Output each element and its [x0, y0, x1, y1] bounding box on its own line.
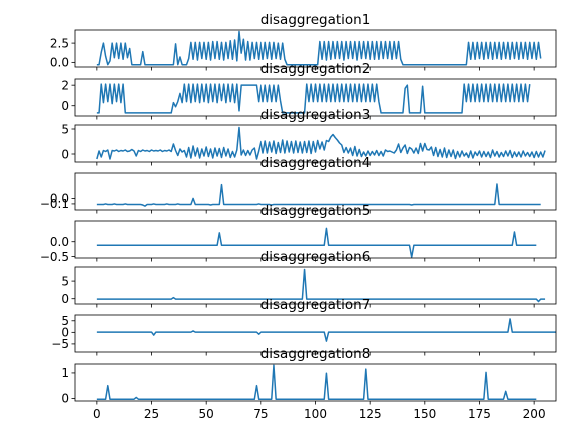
- y-tick-label: 0.0: [50, 235, 69, 249]
- subplot-4: 0.0−0.1 disaggregation4: [40, 155, 557, 214]
- y-tick-label: 0: [61, 99, 69, 113]
- y-tick-label: 1: [61, 366, 69, 380]
- x-tick-label: 25: [144, 407, 159, 421]
- subplot-title: disaggregation1: [261, 12, 371, 28]
- y-tick-label: 0: [61, 326, 69, 340]
- series-line-1: [96, 30, 542, 66]
- x-tick-label: 100: [304, 407, 327, 421]
- y-tick-label: 2: [61, 78, 69, 92]
- x-tick-label: 175: [468, 407, 491, 421]
- series-line-3: [96, 126, 546, 160]
- series-line-4: [96, 183, 541, 207]
- series-line-8: [96, 364, 537, 400]
- y-tick-label: 0: [61, 147, 69, 161]
- y-tick-label: 0.0: [50, 192, 69, 206]
- series-line-5: [96, 227, 537, 258]
- series-line-6: [96, 268, 546, 303]
- subplot-5: 0.0−0.5 disaggregation5: [40, 203, 557, 264]
- x-tick-label: 200: [523, 407, 546, 421]
- y-tick-label: 0.0: [50, 56, 69, 70]
- subplot-7: 50−5 disaggregation7: [51, 297, 557, 356]
- subplot-title: disaggregation4: [261, 155, 371, 171]
- subplot-6: 0 5 disaggregation6: [61, 249, 557, 308]
- subplot-3: 0 5 disaggregation3: [61, 107, 557, 166]
- y-tick-label: 5: [61, 122, 69, 136]
- series-line-7: [96, 318, 556, 342]
- x-tick-label: 150: [413, 407, 436, 421]
- subplot-title: disaggregation2: [261, 61, 371, 77]
- y-tick-label: 5: [61, 274, 69, 288]
- subplot-title: disaggregation6: [261, 249, 371, 265]
- y-tick-label: −0.1: [40, 197, 69, 211]
- x-tick-label: 0: [93, 407, 101, 421]
- y-tick-label: 0: [61, 292, 69, 306]
- y-tick-label: 0: [61, 392, 69, 406]
- y-tick-label: 2.5: [50, 36, 69, 50]
- subplot-title: disaggregation5: [261, 203, 371, 219]
- subplot-title: disaggregation3: [261, 107, 371, 123]
- subplot-1: 0.0 2.5 disaggregation1: [50, 12, 557, 71]
- series-line-2: [96, 83, 531, 114]
- subplot-8: 0 1 disaggregation8 0 25 50 75 100 125 150 175 200: [61, 346, 557, 421]
- subplot-title: disaggregation7: [261, 297, 371, 313]
- subplot-title: disaggregation8: [261, 346, 371, 362]
- y-tick-label: −5: [51, 337, 69, 351]
- y-tick-label: 5: [61, 314, 69, 328]
- x-tick-label: 125: [359, 407, 382, 421]
- x-tick-label: 50: [199, 407, 214, 421]
- subplot-2: 0 2 disaggregation2: [61, 61, 557, 120]
- x-tick-label: 75: [253, 407, 268, 421]
- y-tick-label: −0.5: [40, 250, 69, 264]
